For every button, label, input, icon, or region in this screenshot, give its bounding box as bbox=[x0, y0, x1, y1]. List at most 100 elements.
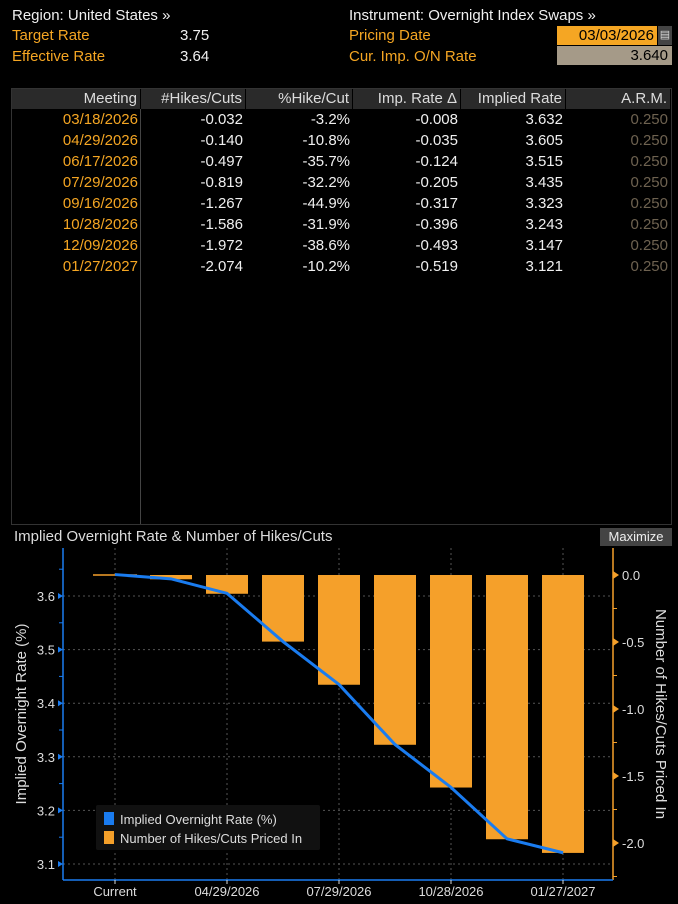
y2-tick-marker bbox=[613, 772, 619, 780]
hikes-cuts: -0.819 bbox=[200, 174, 243, 191]
col-hikes-cuts[interactable]: #Hikes/Cuts bbox=[141, 89, 246, 109]
y2-tick-marker bbox=[613, 571, 619, 579]
bar-03/18/2026 bbox=[150, 575, 192, 580]
y-tick-marker bbox=[58, 700, 63, 707]
col-implied-rate[interactable]: Implied Rate bbox=[461, 89, 566, 109]
y-tick-label: 3.2 bbox=[37, 803, 55, 818]
arm: 0.250 bbox=[630, 195, 668, 212]
meeting-date: 07/29/2026 bbox=[62, 174, 138, 191]
arm: 0.250 bbox=[630, 153, 668, 170]
hikes-cuts: -2.074 bbox=[200, 258, 243, 275]
imp-rate-delta: -0.124 bbox=[415, 153, 458, 170]
y-tick-label: 3.1 bbox=[37, 857, 55, 872]
y-tick-label: 3.3 bbox=[37, 750, 55, 765]
implied-rate: 3.323 bbox=[525, 195, 563, 212]
column-divider bbox=[140, 109, 141, 524]
table-header: Meeting #Hikes/Cuts %Hike/Cut Imp. Rate … bbox=[12, 89, 671, 109]
implied-rate: 3.605 bbox=[525, 132, 563, 149]
imp-rate-delta: -0.493 bbox=[415, 237, 458, 254]
implied-rate: 3.147 bbox=[525, 237, 563, 254]
bar-06/17/2026 bbox=[262, 575, 304, 642]
pct-hike-cut: -10.2% bbox=[302, 258, 350, 275]
hikes-cuts: -0.140 bbox=[200, 132, 243, 149]
implied-rate-line bbox=[114, 573, 564, 855]
y-tick-marker bbox=[58, 753, 63, 760]
x-tick-label: Current bbox=[93, 884, 137, 899]
y2-tick-marker bbox=[613, 638, 619, 646]
table-row[interactable]: 06/17/2026 -0.497 -35.7% -0.124 3.515 0.250 bbox=[12, 151, 671, 172]
hikes-cuts: -1.586 bbox=[200, 216, 243, 233]
legend-label-rate: Implied Overnight Rate (%) bbox=[120, 812, 277, 827]
cur-rate-value: 3.640 bbox=[557, 46, 672, 65]
pct-hike-cut: -10.8% bbox=[302, 132, 350, 149]
y-tick-marker bbox=[58, 593, 63, 599]
bar-07/29/2026 bbox=[318, 575, 360, 685]
y2-tick-label: -2.0 bbox=[622, 836, 644, 851]
y2-tick-marker bbox=[613, 839, 619, 847]
bar-01/27/2027 bbox=[542, 575, 584, 853]
effective-rate-value: 3.64 bbox=[180, 48, 210, 65]
y2-tick-marker bbox=[613, 705, 619, 713]
chart-title: Implied Overnight Rate & Number of Hikes… bbox=[14, 528, 333, 545]
y2-axis-title: Number of Hikes/Cuts Priced In bbox=[652, 609, 669, 819]
meeting-date: 10/28/2026 bbox=[62, 216, 138, 233]
implied-rate: 3.243 bbox=[525, 216, 563, 233]
col-meeting[interactable]: Meeting bbox=[12, 89, 141, 109]
legend-box bbox=[96, 805, 320, 850]
implied-rate: 3.121 bbox=[525, 258, 563, 275]
pct-hike-cut: -3.2% bbox=[310, 111, 350, 128]
calendar-icon[interactable]: ▤ bbox=[658, 26, 672, 45]
y2-tick-label: -1.5 bbox=[622, 769, 644, 784]
imp-rate-delta: -0.396 bbox=[415, 216, 458, 233]
pricing-date-label: Pricing Date bbox=[349, 27, 431, 44]
implied-rate: 3.632 bbox=[525, 111, 563, 128]
pct-hike-cut: -31.9% bbox=[302, 216, 350, 233]
instrument-selector[interactable]: Instrument: Overnight Index Swaps » bbox=[349, 7, 596, 24]
arm: 0.250 bbox=[630, 111, 668, 128]
y-tick-label: 3.6 bbox=[37, 589, 55, 604]
y-tick-marker bbox=[58, 807, 63, 814]
arm: 0.250 bbox=[630, 174, 668, 191]
legend-swatch-rate bbox=[104, 812, 114, 825]
pricing-date-input[interactable]: 03/03/2026 bbox=[557, 26, 657, 45]
bar-12/09/2026 bbox=[486, 575, 528, 840]
y-tick-marker bbox=[58, 861, 63, 867]
table-row[interactable]: 10/28/2026 -1.586 -31.9% -0.396 3.243 0.250 bbox=[12, 214, 671, 235]
table-row[interactable]: 01/27/2027 -2.074 -10.2% -0.519 3.121 0.250 bbox=[12, 256, 671, 277]
pct-hike-cut: -38.6% bbox=[302, 237, 350, 254]
table-row[interactable]: 03/18/2026 -0.032 -3.2% -0.008 3.632 0.250 bbox=[12, 109, 671, 130]
col-arm[interactable]: A.R.M. bbox=[566, 89, 671, 109]
bar-10/28/2026 bbox=[430, 575, 472, 788]
implied-rate: 3.435 bbox=[525, 174, 563, 191]
table-row[interactable]: 04/29/2026 -0.140 -10.8% -0.035 3.605 0.250 bbox=[12, 130, 671, 151]
effective-rate-label: Effective Rate bbox=[12, 48, 106, 65]
hikes-cuts: -0.032 bbox=[200, 111, 243, 128]
arm: 0.250 bbox=[630, 258, 668, 275]
bar-04/29/2026 bbox=[206, 575, 248, 594]
x-tick-label: 07/29/2026 bbox=[306, 884, 371, 899]
imp-rate-delta: -0.205 bbox=[415, 174, 458, 191]
implied-rate: 3.515 bbox=[525, 153, 563, 170]
hikes-cuts: -1.972 bbox=[200, 237, 243, 254]
col-pct-hike-cut[interactable]: %Hike/Cut bbox=[246, 89, 353, 109]
target-rate-value: 3.75 bbox=[180, 27, 210, 44]
imp-rate-delta: -0.317 bbox=[415, 195, 458, 212]
table-row[interactable]: 12/09/2026 -1.972 -38.6% -0.493 3.147 0.250 bbox=[12, 235, 671, 256]
meeting-date: 03/18/2026 bbox=[62, 111, 138, 128]
target-rate-label: Target Rate bbox=[12, 27, 90, 44]
maximize-button[interactable]: Maximize bbox=[600, 528, 672, 546]
region-selector[interactable]: Region: United States » bbox=[12, 7, 171, 24]
table-row[interactable]: 07/29/2026 -0.819 -32.2% -0.205 3.435 0.250 bbox=[12, 172, 671, 193]
y2-tick-label: -1.0 bbox=[622, 702, 644, 717]
x-tick-label: 10/28/2026 bbox=[418, 884, 483, 899]
y-tick-label: 3.5 bbox=[37, 643, 55, 658]
hikes-cuts: -0.497 bbox=[200, 153, 243, 170]
cur-rate-label: Cur. Imp. O/N Rate bbox=[349, 48, 477, 65]
arm: 0.250 bbox=[630, 132, 668, 149]
meetings-table: Meeting #Hikes/Cuts %Hike/Cut Imp. Rate … bbox=[11, 88, 672, 525]
imp-rate-delta: -0.519 bbox=[415, 258, 458, 275]
table-row[interactable]: 09/16/2026 -1.267 -44.9% -0.317 3.323 0.250 bbox=[12, 193, 671, 214]
meeting-date: 12/09/2026 bbox=[62, 237, 138, 254]
col-imp-rate-delta[interactable]: Imp. Rate Δ bbox=[353, 89, 461, 109]
y2-tick-label: -0.5 bbox=[622, 635, 644, 650]
